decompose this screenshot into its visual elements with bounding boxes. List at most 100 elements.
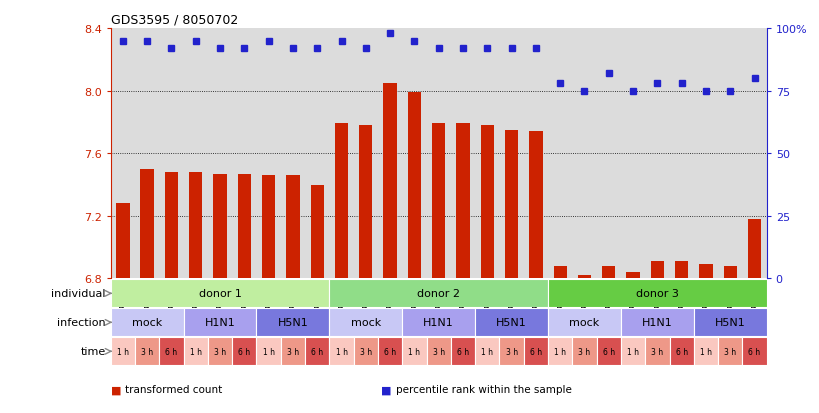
Text: 6 h: 6 h [675,347,687,356]
Bar [693,309,766,337]
Text: H1N1: H1N1 [641,318,672,328]
Bar [620,309,693,337]
Text: donor 3: donor 3 [636,289,678,299]
Bar [455,124,469,279]
Bar [116,204,129,279]
Bar [650,261,663,279]
Text: 6 h: 6 h [238,347,250,356]
Bar [528,132,542,279]
Bar [359,126,372,279]
Bar [329,337,353,366]
Bar [310,185,324,279]
Text: 3 h: 3 h [214,347,226,356]
Text: individual: individual [52,289,106,299]
Text: GDS3595 / 8050702: GDS3595 / 8050702 [111,14,238,27]
Bar [256,337,280,366]
Text: 3 h: 3 h [141,347,153,356]
Bar [450,337,474,366]
Bar [717,337,741,366]
Bar [505,131,518,279]
Bar [474,337,499,366]
Text: 1 h: 1 h [699,347,711,356]
Text: 3 h: 3 h [360,347,372,356]
Bar [111,337,135,366]
Bar [383,83,396,279]
Bar [334,124,348,279]
Bar [668,337,693,366]
Text: 1 h: 1 h [189,347,201,356]
Bar [111,309,183,337]
Bar [722,266,736,279]
Text: 6 h: 6 h [529,347,541,356]
Bar [329,309,402,337]
Text: percentile rank within the sample: percentile rank within the sample [396,385,571,394]
Text: 3 h: 3 h [650,347,663,356]
Text: mock: mock [568,318,599,328]
Bar [547,309,620,337]
Bar [213,174,226,279]
Bar [238,174,251,279]
Bar [547,280,766,308]
Bar [577,275,590,279]
Bar [208,337,232,366]
Bar [407,93,421,279]
Bar [620,337,645,366]
Bar [140,169,154,279]
Text: 1 h: 1 h [262,347,274,356]
Text: H1N1: H1N1 [205,318,235,328]
Text: ■: ■ [111,385,121,394]
Bar [426,337,450,366]
Bar [741,337,766,366]
Text: 3 h: 3 h [723,347,735,356]
Text: 3 h: 3 h [432,347,444,356]
Text: H5N1: H5N1 [714,318,744,328]
Bar [674,261,687,279]
Text: 6 h: 6 h [602,347,614,356]
Bar [378,337,402,366]
Text: donor 1: donor 1 [198,289,241,299]
Text: H5N1: H5N1 [495,318,527,328]
Text: ■: ■ [381,385,391,394]
Bar [499,337,523,366]
Text: 3 h: 3 h [287,347,299,356]
Text: 1 h: 1 h [554,347,565,356]
Text: donor 2: donor 2 [417,289,459,299]
Text: 1 h: 1 h [408,347,420,356]
Bar [402,337,426,366]
Bar [159,337,183,366]
Bar [183,309,256,337]
Bar [165,173,178,279]
Bar [232,337,256,366]
Bar [183,337,208,366]
Text: 3 h: 3 h [505,347,517,356]
Bar [523,337,547,366]
Bar [572,337,596,366]
Text: time: time [80,347,106,356]
Bar [626,273,639,279]
Bar [329,280,547,308]
Bar [286,176,299,279]
Text: H1N1: H1N1 [423,318,454,328]
Text: 1 h: 1 h [116,347,129,356]
Bar [601,266,615,279]
Bar [305,337,329,366]
Bar [189,173,202,279]
Text: 6 h: 6 h [310,347,323,356]
Bar [547,337,572,366]
Text: H5N1: H5N1 [277,318,308,328]
Text: 6 h: 6 h [383,347,396,356]
Text: mock: mock [351,318,381,328]
Bar [553,266,566,279]
Text: 3 h: 3 h [577,347,590,356]
Bar [596,337,620,366]
Bar [280,337,305,366]
Bar [261,176,275,279]
Text: 1 h: 1 h [335,347,347,356]
Text: 1 h: 1 h [481,347,493,356]
Bar [256,309,329,337]
Bar [135,337,159,366]
Text: transformed count: transformed count [125,385,223,394]
Bar [699,265,712,279]
Bar [402,309,474,337]
Bar [693,337,717,366]
